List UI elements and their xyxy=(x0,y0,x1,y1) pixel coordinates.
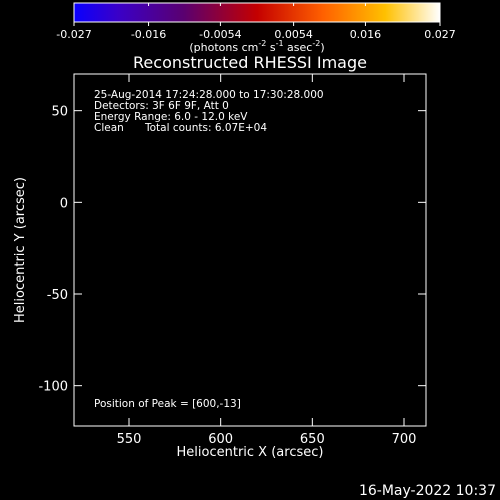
texture-streak xyxy=(364,254,386,276)
texture-streak xyxy=(110,115,162,184)
texture-streak xyxy=(352,156,388,186)
texture-streak xyxy=(322,294,371,350)
texture-corner xyxy=(371,74,426,129)
y-tick-label: -50 xyxy=(47,288,68,303)
texture-streak xyxy=(209,89,232,124)
source-blob xyxy=(216,221,226,231)
heatmap-sources xyxy=(194,200,318,325)
texture-streak xyxy=(92,126,110,151)
texture-streak xyxy=(79,184,109,222)
chart-title: Reconstructed RHESSI Image xyxy=(133,53,367,72)
annotation-detectors: Detectors: 3F 6F 9F, Att 0 xyxy=(94,100,229,112)
x-tick-label: 700 xyxy=(392,432,417,447)
texture-streak xyxy=(405,195,426,251)
texture-streak xyxy=(349,361,387,400)
texture-streak xyxy=(376,345,406,383)
texture-streak xyxy=(341,189,394,244)
annotation-peak-position: Position of Peak = [600,-13] xyxy=(94,398,241,410)
texture-streak xyxy=(300,89,341,123)
texture-streak xyxy=(90,154,120,197)
y-tick-label: -100 xyxy=(38,380,68,395)
footer-timestamp: 16-May-2022 10:37 xyxy=(359,483,496,499)
texture-corner xyxy=(74,371,129,426)
plot-frame xyxy=(73,73,427,427)
texture-streak xyxy=(394,130,421,155)
texture-streak xyxy=(339,130,366,166)
texture-streak xyxy=(324,310,370,367)
texture-streak xyxy=(74,235,95,276)
texture-streak xyxy=(74,126,96,177)
colorbar-unit-label: (photons cm-2 s-1 asec-2) xyxy=(189,39,324,54)
y-tick-label: 50 xyxy=(51,105,68,120)
annotation-clean: Clean xyxy=(94,122,124,134)
texture-streak xyxy=(83,183,118,226)
texture-streak xyxy=(125,139,165,182)
y-tick-label: 0 xyxy=(60,196,68,211)
texture-streak xyxy=(265,359,324,424)
annotation-time-range: 25-Aug-2014 17:24:28.000 to 17:30:28.000 xyxy=(94,89,324,101)
texture-streak xyxy=(142,115,178,150)
colorbar-ticks: -0.027 -0.016 -0.0054 0.0054 0.016 0.027 xyxy=(56,3,456,41)
colorbar-tick-label: 0.016 xyxy=(350,28,382,41)
texture-streak xyxy=(156,105,189,150)
colorbar-tick-label: 0.027 xyxy=(424,28,456,41)
x-tick-label: 600 xyxy=(208,432,233,447)
source-blob xyxy=(229,299,238,307)
colorbar-tick-label: -0.027 xyxy=(56,28,91,41)
texture-streak xyxy=(101,215,152,259)
source-blob xyxy=(294,244,302,252)
texture-streak xyxy=(98,263,136,325)
texture-streak xyxy=(241,402,269,426)
annotations: 25-Aug-2014 17:24:28.000 to 17:30:28.000… xyxy=(94,89,324,410)
y-axis: 50 0 -50 -100 xyxy=(38,105,426,395)
x-axis-label: Heliocentric X (arcsec) xyxy=(177,445,324,460)
x-axis: 550 600 650 700 xyxy=(117,74,417,447)
texture-streak xyxy=(127,315,155,340)
texture-streak xyxy=(252,98,273,123)
texture-streak xyxy=(260,118,293,147)
colorbar-tick-label: -0.016 xyxy=(131,28,166,41)
heatmap-texture xyxy=(74,74,426,426)
texture-streak xyxy=(393,241,426,294)
texture-streak xyxy=(305,400,326,425)
colorbar-tick-label: -0.0054 xyxy=(199,28,241,41)
x-tick-label: 550 xyxy=(117,432,142,447)
texture-corner xyxy=(371,371,426,426)
colorbar-tick-label: 0.0054 xyxy=(274,28,313,41)
colorbar-gradient xyxy=(73,2,441,23)
texture-streak xyxy=(122,330,188,387)
texture-streak xyxy=(74,147,112,191)
texture-streak xyxy=(74,275,88,308)
annotation-total-counts: Total counts: 6.07E+04 xyxy=(144,122,267,134)
texture-streak xyxy=(187,82,217,124)
texture-streak xyxy=(108,315,162,366)
texture-streak xyxy=(74,334,101,387)
texture-corner xyxy=(74,74,129,129)
texture-streak xyxy=(79,131,124,202)
texture-streak xyxy=(322,74,387,107)
texture-streak xyxy=(246,98,286,143)
heatmap-image xyxy=(74,74,426,426)
y-axis-label: Heliocentric Y (arcsec) xyxy=(13,177,28,323)
annotation-energy-range: Energy Range: 6.0 - 12.0 keV xyxy=(94,111,248,123)
texture-streak xyxy=(141,370,173,417)
texture-streak xyxy=(92,302,133,356)
texture-streak xyxy=(290,399,320,426)
texture-streak xyxy=(182,386,222,426)
texture-streak xyxy=(194,74,229,97)
colorbar: -0.027 -0.016 -0.0054 0.0054 0.016 0.027 (pho… xyxy=(56,2,456,54)
texture-streak xyxy=(74,204,109,258)
x-tick-label: 650 xyxy=(300,432,325,447)
